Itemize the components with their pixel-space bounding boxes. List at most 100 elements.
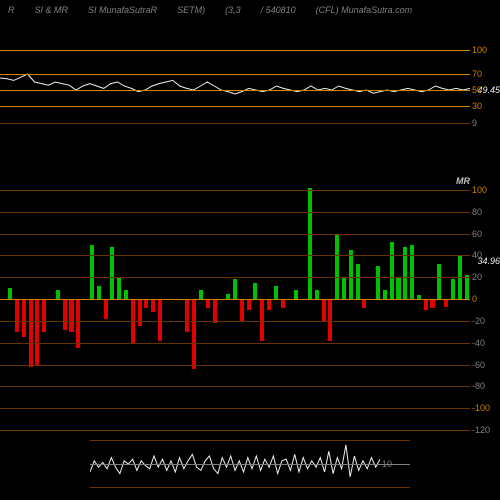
- mr-bar: [42, 299, 46, 332]
- mr-bar: [240, 299, 244, 321]
- mr-bar: [185, 299, 189, 332]
- mr-bar: [267, 299, 271, 310]
- mr-grid-80: [0, 212, 470, 213]
- mr-bar: [138, 299, 142, 326]
- mr-bar: [328, 299, 332, 340]
- mr-bars: [0, 190, 470, 430]
- mr-panel: MR 34.96 100806040200-20-40-60-80-100-12…: [0, 190, 500, 430]
- mr-bar: [206, 299, 210, 308]
- mr-grid--120: [0, 430, 470, 431]
- rsi-grid-50: [0, 90, 470, 91]
- rsi-axis-50: 50: [472, 85, 498, 95]
- mr-bar: [35, 299, 39, 364]
- mr-bar: [69, 299, 73, 332]
- mr-bar: [308, 188, 312, 299]
- mr-bar: [315, 290, 319, 299]
- mr-grid-40: [0, 255, 470, 256]
- rsi-grid-70: [0, 74, 470, 75]
- mr-bar: [342, 277, 346, 299]
- mr-bar: [376, 266, 380, 299]
- chart-root: R SI & MR SI MunafaSutraR SETM) (3,3 / 5…: [0, 0, 500, 500]
- mr-bar: [151, 299, 155, 312]
- rsi-grid-9: [0, 123, 470, 124]
- mr-grid--80: [0, 386, 470, 387]
- mr-bar: [192, 299, 196, 369]
- mr-bar: [8, 288, 12, 299]
- mr-bar: [335, 234, 339, 299]
- hdr-6: (CFL) MunafaSutra.com: [316, 5, 413, 15]
- mr-axis-20: 20: [472, 272, 498, 282]
- mr-grid-100: [0, 190, 470, 191]
- mr-bar: [15, 299, 19, 332]
- hdr-0: R: [8, 5, 15, 15]
- header-bar: R SI & MR SI MunafaSutraR SETM) (3,3 / 5…: [0, 0, 500, 20]
- mr-axis--80: -80: [472, 381, 498, 391]
- rsi-axis-100: 100: [472, 45, 498, 55]
- mr-bar: [56, 290, 60, 299]
- mr-bar: [90, 245, 94, 300]
- mr-bar: [97, 286, 101, 299]
- rsi-axis-70: 70: [472, 69, 498, 79]
- mr-bar: [390, 242, 394, 299]
- mr-bar: [356, 264, 360, 299]
- mr-grid-0: [0, 299, 470, 300]
- mr-bar: [424, 299, 428, 310]
- mr-grid-20: [0, 277, 470, 278]
- hdr-1: SI & MR: [35, 5, 69, 15]
- mr-bar: [253, 283, 257, 299]
- mr-bar: [233, 279, 237, 299]
- mr-bar: [213, 299, 217, 323]
- mr-bar: [22, 299, 26, 337]
- mr-grid-60: [0, 234, 470, 235]
- mr-axis--20: -20: [472, 316, 498, 326]
- mr-axis--40: -40: [472, 338, 498, 348]
- mr-bar: [451, 279, 455, 299]
- mr-grid--100: [0, 408, 470, 409]
- rsi-panel: 49.45 1007050309: [0, 50, 500, 130]
- mr-bar: [247, 299, 251, 310]
- mr-bar: [430, 299, 434, 308]
- mr-axis-40: 40: [472, 250, 498, 260]
- mr-bar: [362, 299, 366, 308]
- mr-bar: [349, 250, 353, 299]
- mr-bar: [144, 299, 148, 308]
- mr-bar: [465, 275, 469, 299]
- mr-grid--20: [0, 321, 470, 322]
- mr-bar: [199, 290, 203, 299]
- hdr-2: SI MunafaSutraR: [88, 5, 157, 15]
- mr-grid--40: [0, 343, 470, 344]
- mr-axis-100: 100: [472, 185, 498, 195]
- mr-bar: [294, 290, 298, 299]
- mr-bar: [104, 299, 108, 319]
- mini-panel: 10: [90, 440, 410, 488]
- mr-axis-0: 0: [472, 294, 498, 304]
- mr-bar: [29, 299, 33, 367]
- mr-bar: [117, 277, 121, 299]
- mr-bar: [63, 299, 67, 330]
- rsi-axis-30: 30: [472, 101, 498, 111]
- mr-bar: [322, 299, 326, 321]
- mr-bar: [124, 290, 128, 299]
- rsi-grid-30: [0, 106, 470, 107]
- mr-bar: [76, 299, 80, 348]
- hdr-5: / 540810: [261, 5, 296, 15]
- mr-bar: [383, 290, 387, 299]
- mr-bar: [444, 299, 448, 307]
- mr-bar: [158, 299, 162, 340]
- mr-axis-60: 60: [472, 229, 498, 239]
- mr-axis--60: -60: [472, 360, 498, 370]
- mr-bar: [396, 277, 400, 299]
- hdr-3: SETM): [177, 5, 205, 15]
- mr-axis--120: -120: [472, 425, 498, 435]
- mr-title: MR: [456, 176, 470, 186]
- mr-bar: [260, 299, 264, 340]
- mr-bar: [410, 245, 414, 300]
- rsi-grid-100: [0, 50, 470, 51]
- mr-axis-80: 80: [472, 207, 498, 217]
- mr-bar: [274, 286, 278, 299]
- rsi-axis-9: 9: [472, 118, 498, 128]
- mr-bar: [437, 264, 441, 299]
- mr-axis--100: -100: [472, 403, 498, 413]
- mr-bar: [281, 299, 285, 308]
- mr-grid--60: [0, 365, 470, 366]
